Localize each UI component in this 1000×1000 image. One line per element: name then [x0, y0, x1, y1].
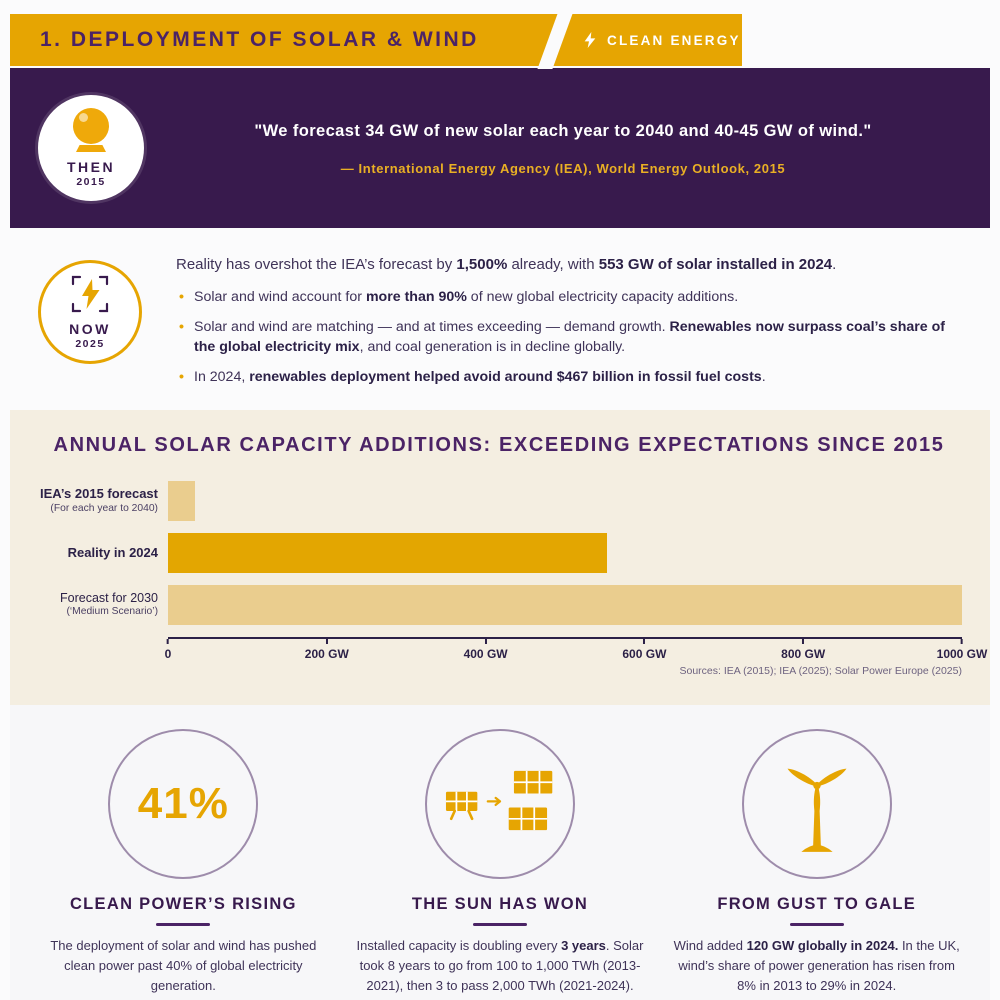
heading-rule [156, 923, 211, 926]
stat-value: 41% [137, 779, 229, 828]
stat-cards: 41% CLEAN POWER’S RISING The deployment … [10, 705, 990, 1000]
then-label: THEN [66, 159, 116, 175]
chart-plot-area [168, 481, 962, 521]
chart-section: ANNUAL SOLAR CAPACITY ADDITIONS: EXCEEDI… [10, 410, 990, 705]
now-bullet: In 2024, renewables deployment helped av… [176, 367, 960, 388]
then-year: 2015 [76, 176, 106, 188]
wind-turbine-icon [787, 768, 847, 852]
chart-plot-area [168, 585, 962, 625]
chart-row: Forecast for 2030 (‘Medium Scenario’) [36, 585, 962, 625]
stat-circle: 41% [108, 729, 259, 879]
now-bullet-list: Solar and wind account for more than 90%… [176, 287, 960, 387]
now-bullet: Solar and wind are matching — and at tim… [176, 317, 960, 358]
solar-panels-growth-icon [445, 770, 553, 831]
card-heading: CLEAN POWER’S RISING [69, 895, 297, 913]
forecast-quote-block: "We forecast 34 GW of new solar each yea… [144, 120, 990, 175]
now-section: NOW 2025 Reality has overshot the IEA’s … [10, 228, 990, 410]
card-heading: THE SUN HAS WON [411, 895, 589, 913]
bar-forecast-2030 [168, 585, 962, 625]
chart-category-label: Reality in 2024 [67, 544, 158, 560]
chart-row: IEA’s 2015 forecast (For each year to 20… [36, 481, 962, 521]
infographic-page: 1. DEPLOYMENT OF SOLAR & WIND CLEAN ENER… [10, 0, 990, 1000]
card-clean-power: 41% CLEAN POWER’S RISING The deployment … [36, 729, 331, 1000]
heading-rule [789, 923, 844, 926]
quote-attribution: — International Energy Agency (IEA), Wor… [340, 160, 786, 176]
axis-tick: 600 GW [622, 639, 666, 661]
stat-circle [425, 729, 575, 879]
card-heading: FROM GUST TO GALE [717, 895, 917, 913]
chart-title: ANNUAL SOLAR CAPACITY ADDITIONS: EXCEEDI… [53, 434, 945, 456]
page-title: 1. DEPLOYMENT OF SOLAR & WIND [40, 28, 479, 51]
now-content: Reality has overshot the IEA’s forecast … [176, 248, 960, 396]
axis-tick: 1000 GW [937, 639, 987, 661]
clean-energy-badge: CLEAN ENERGY [582, 14, 741, 66]
bar-reality-2024 [168, 533, 608, 573]
chart-sources: Sources: IEA (2015); IEA (2025); Solar P… [679, 665, 963, 677]
now-stamp: NOW 2025 [38, 260, 142, 364]
axis-tick: 400 GW [464, 639, 508, 661]
axis-tick: 0 [165, 639, 171, 661]
axis-tick: 800 GW [781, 639, 825, 661]
chart-category-label: Forecast for 2030 (‘Medium Scenario’) [60, 590, 158, 618]
header-bar: 1. DEPLOYMENT OF SOLAR & WIND CLEAN ENER… [10, 11, 990, 69]
card-body: Installed capacity is doubling every 3 y… [356, 938, 644, 994]
header-gold-strip [10, 14, 742, 66]
then-stamp: THEN 2015 [38, 95, 144, 201]
chart-plot-area [168, 533, 962, 573]
forecast-quote: "We forecast 34 GW of new solar each yea… [254, 122, 872, 141]
chart-row: Reality in 2024 [36, 533, 962, 573]
card-wind: FROM GUST TO GALE Wind added 120 GW glob… [669, 729, 964, 1000]
bar-iea-2015-forecast [168, 481, 195, 521]
chart-x-axis: 0 200 GW 400 GW 600 GW 800 GW 1000 GW [165, 637, 987, 663]
stat-circle [741, 729, 892, 879]
badge-label: CLEAN ENERGY [607, 32, 741, 48]
now-year: 2025 [75, 338, 105, 350]
lightning-viewfinder-icon [71, 275, 109, 313]
axis-tick: 200 GW [305, 639, 349, 661]
now-intro: Reality has overshot the IEA’s forecast … [176, 256, 837, 273]
card-body: The deployment of solar and wind has pus… [50, 938, 317, 994]
crystal-ball-icon [73, 108, 109, 144]
card-body: Wind added 120 GW globally in 2024. In t… [673, 938, 960, 994]
now-label: NOW [69, 321, 111, 337]
crystal-ball-base [76, 145, 106, 152]
lightning-icon [584, 32, 596, 48]
heading-rule [473, 923, 527, 926]
bar-chart: IEA’s 2015 forecast (For each year to 20… [36, 481, 962, 625]
chart-category-label: IEA’s 2015 forecast (For each year to 20… [39, 486, 158, 514]
now-bullet: Solar and wind account for more than 90%… [176, 287, 960, 308]
card-sun-has-won: THE SUN HAS WON Installed capacity is do… [353, 729, 648, 1000]
then-banner: THEN 2015 "We forecast 34 GW of new sola… [10, 68, 990, 228]
